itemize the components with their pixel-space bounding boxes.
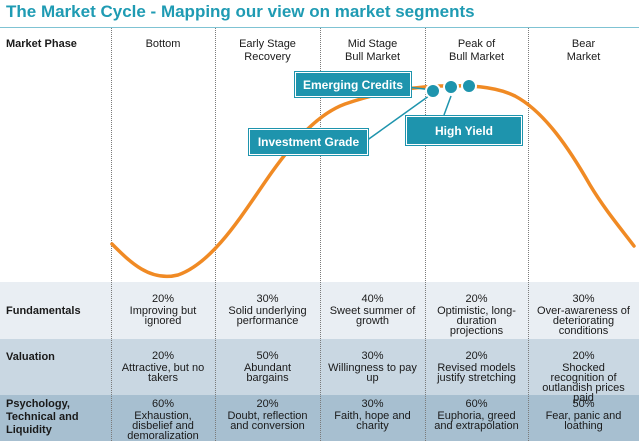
table-cell: 20% Optimistic, long-duration projections [433, 293, 520, 337]
phase-header-line: Market [566, 51, 601, 63]
phase-header-line: Bear [571, 38, 596, 50]
cell-description: Fear, panic and loathing [545, 410, 622, 432]
high-yield-label: High Yield [406, 116, 522, 145]
phase-header-line: Bull Market [448, 51, 505, 63]
cell-description: Willingness to pay up [328, 362, 417, 384]
cell-description: Optimistic, long-duration projections [437, 305, 516, 337]
cell-description: Solid underlying performance [228, 305, 307, 327]
table-cell: 30% Willingness to pay up [328, 350, 417, 384]
table-cell: 30% Solid underlying performance [223, 293, 312, 327]
valuation-band [0, 339, 639, 395]
phase-header: Peak of Bull Market [425, 38, 528, 64]
phase-header-line: Recovery [244, 51, 291, 63]
fundamentals-band [0, 282, 639, 339]
table-cell: 60% Exhaustion, disbelief and demoralizat… [119, 398, 207, 442]
table-cell: 30% Over-awareness of deteriorating condi… [536, 293, 631, 337]
investment-grade-label: Investment Grade [249, 129, 368, 155]
cell-description: Revised models justify stretching [437, 362, 516, 384]
investment-grade-pointer [365, 92, 434, 142]
emerging-credits-marker [443, 79, 459, 95]
table-cell: 50% Abundant bargains [223, 350, 312, 384]
table-cell: 20% Doubt, reflection and conversion [223, 398, 312, 432]
phase-header-line: Mid Stage [347, 38, 398, 50]
table-cell: 20% Attractive, but no takers [119, 350, 207, 384]
column-divider [320, 28, 321, 441]
phase-header-line: Peak of [457, 38, 496, 50]
page-title: The Market Cycle - Mapping our view on m… [6, 2, 475, 21]
cell-percentage: 30% [361, 350, 384, 362]
phase-header: Early Stage Recovery [215, 38, 320, 64]
cell-percentage: 20% [465, 350, 488, 362]
cell-percentage: 20% [151, 293, 175, 305]
cell-percentage: 20% [151, 350, 175, 362]
cycle-curve-line [110, 83, 636, 279]
table-cell: 20% Revised models justify stretching [433, 350, 520, 384]
table-cell: 50% Fear, panic and loathing [536, 398, 631, 432]
row-label-fundamentals: Fundamentals [6, 305, 81, 317]
cell-description: Doubt, reflection and conversion [227, 410, 308, 432]
table-cell: 30% Faith, hope and charity [328, 398, 417, 432]
cell-percentage: 20% [465, 293, 488, 305]
row-label-psychology: Psychology, Technical and Liquidity [6, 398, 79, 436]
cell-description: Shocked recognition of outlandish prices… [542, 362, 625, 404]
cell-description: Euphoria, greed and extrapolation [434, 410, 519, 432]
table-cell: 20% Shocked recognition of outlandish pri… [536, 350, 631, 404]
cell-description: Improving but ignored [129, 305, 197, 327]
cell-description: Faith, hope and charity [334, 410, 411, 432]
cell-percentage: 30% [572, 293, 595, 305]
column-divider [111, 28, 112, 441]
phase-header-line: Bottom [145, 38, 181, 50]
cell-percentage: 60% [151, 398, 175, 410]
cell-description: Exhaustion, disbelief and demoralization [127, 410, 199, 442]
cell-percentage: 50% [256, 350, 279, 362]
cell-percentage: 60% [465, 398, 488, 410]
high-yield-marker [461, 78, 477, 94]
phase-header: Bottom [111, 38, 215, 51]
row-label-market-phase: Market Phase [6, 38, 77, 50]
cell-percentage: 40% [361, 293, 384, 305]
high-yield-pointer [443, 95, 452, 116]
phase-header: Bear Market [528, 38, 639, 64]
emerging-credits-label: Emerging Credits [295, 72, 411, 97]
cell-description: Attractive, but no takers [121, 362, 205, 384]
row-label-valuation: Valuation [6, 351, 55, 363]
table-cell: 20% Improving but ignored [119, 293, 207, 327]
cell-percentage: 50% [572, 398, 595, 410]
title-divider [0, 27, 639, 28]
column-divider [528, 28, 529, 441]
investment-grade-marker [425, 83, 441, 99]
phase-header: Mid Stage Bull Market [320, 38, 425, 64]
phase-header-line: Bull Market [344, 51, 401, 63]
cell-description: Over-awareness of deteriorating conditio… [537, 305, 630, 337]
column-divider [425, 28, 426, 441]
column-divider [215, 28, 216, 441]
psychology-band [0, 395, 639, 441]
cell-description: Abundant bargains [243, 362, 292, 384]
cell-percentage: 20% [256, 398, 279, 410]
table-cell: 40% Sweet summer of growth [328, 293, 417, 327]
cell-description: Sweet summer of growth [329, 305, 416, 327]
cell-percentage: 20% [572, 350, 595, 362]
phase-header-line: Early Stage [239, 38, 296, 50]
cell-percentage: 30% [361, 398, 384, 410]
cell-percentage: 30% [256, 293, 279, 305]
table-cell: 60% Euphoria, greed and extrapolation [433, 398, 520, 432]
